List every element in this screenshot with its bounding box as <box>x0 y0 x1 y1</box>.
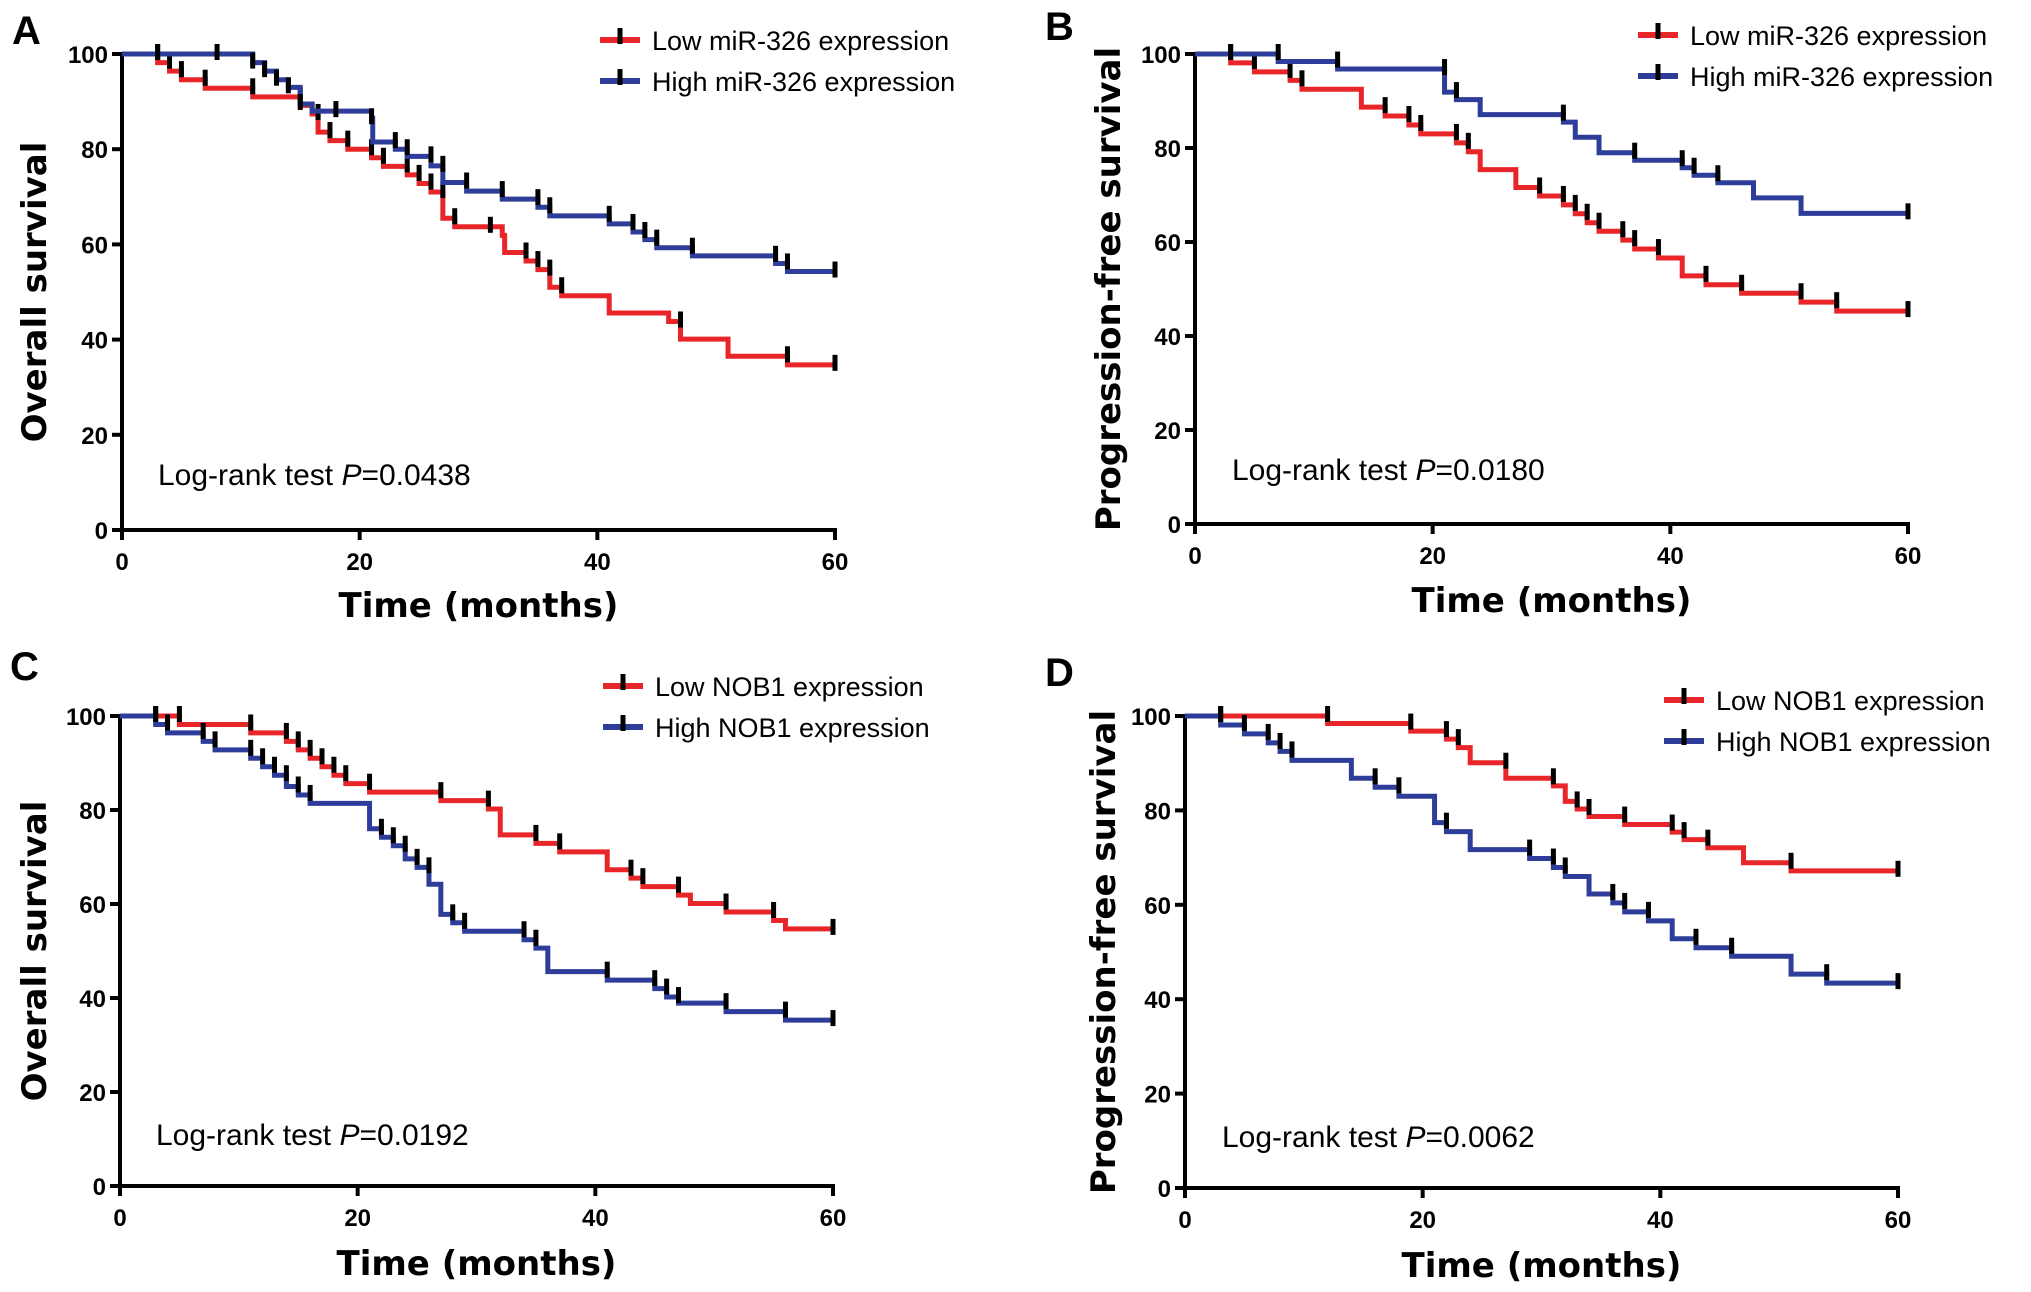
x-tick-label: 0 <box>1178 1207 1191 1234</box>
panel-letter: A <box>12 9 41 53</box>
y-tick-label: 60 <box>79 892 106 919</box>
legend-label: High NOB1 expression <box>655 713 930 743</box>
panel-d: D 0 20 40 60 80 100 0 20 40 60 Time (months) Progres… <box>1045 651 1991 1286</box>
x-tick-label: 20 <box>344 1205 371 1232</box>
annotation-p-symbol: P <box>339 1119 359 1152</box>
log-rank-annotation: Log-rank test P=0.0438 <box>158 459 471 492</box>
x-tick-label: 60 <box>1885 1207 1912 1234</box>
annotation-p-value: =0.0180 <box>1435 454 1544 487</box>
x-axis-title: Time (months) <box>1402 1246 1682 1286</box>
y-axis-title: Overall survival <box>15 801 55 1102</box>
annotation-p-value: =0.0062 <box>1425 1121 1534 1154</box>
y-tick-label: 0 <box>93 1174 106 1201</box>
log-rank-annotation: Log-rank test P=0.0062 <box>1222 1121 1535 1154</box>
log-rank-annotation: Log-rank test P=0.0180 <box>1232 454 1545 487</box>
y-tick-label: 20 <box>81 423 108 450</box>
x-tick-label: 20 <box>1409 1207 1436 1234</box>
annotation-prefix: Log-rank test <box>1222 1121 1405 1154</box>
x-tick-label: 40 <box>1657 543 1684 570</box>
y-tick-label: 60 <box>1144 893 1171 920</box>
panel-a: A 0 20 40 60 80 100 0 20 40 60 Time (months) Overall… <box>12 9 955 626</box>
survival-curve-low <box>122 51 835 368</box>
panel-letter: C <box>10 645 39 689</box>
x-tick-label: 0 <box>115 549 128 576</box>
annotation-prefix: Log-rank test <box>156 1119 339 1152</box>
survival-curve-high <box>120 713 833 1023</box>
x-axis-title: Time (months) <box>1412 581 1692 621</box>
x-axis-title: Time (months) <box>339 586 619 626</box>
legend-label: Low miR-326 expression <box>652 26 949 56</box>
x-tick-label: 40 <box>582 1205 609 1232</box>
y-tick-label: 0 <box>1168 512 1181 539</box>
y-tick-label: 40 <box>1144 987 1171 1014</box>
y-tick-label: 0 <box>1158 1176 1171 1203</box>
panel-c: C 0 20 40 60 80 100 0 20 40 60 Time (months) Overall… <box>10 645 930 1284</box>
annotation-p-symbol: P <box>341 459 361 492</box>
x-axis-title: Time (months) <box>337 1244 617 1284</box>
x-tick-label: 20 <box>1419 543 1446 570</box>
legend-label: High miR-326 expression <box>652 67 955 97</box>
y-axis-title: Overall survival <box>15 142 55 443</box>
y-tick-label: 20 <box>79 1080 106 1107</box>
y-tick-label: 20 <box>1154 418 1181 445</box>
legend-label: Low NOB1 expression <box>655 672 924 702</box>
y-tick-label: 40 <box>79 986 106 1013</box>
x-tick-label: 40 <box>584 549 611 576</box>
x-tick-label: 40 <box>1647 1207 1674 1234</box>
y-tick-label: 20 <box>1144 1082 1171 1109</box>
legend-label: High NOB1 expression <box>1716 727 1991 757</box>
survival-curve-high <box>1195 51 1908 216</box>
panel-b: B 0 20 40 60 80 100 0 20 40 60 Time (months) Progres… <box>1045 5 1993 621</box>
y-tick-label: 80 <box>81 137 108 164</box>
x-tick-label: 0 <box>113 1205 126 1232</box>
legend-label: Low miR-326 expression <box>1690 21 1987 51</box>
y-tick-label: 0 <box>95 518 108 545</box>
y-tick-label: 60 <box>81 232 108 259</box>
annotation-p-symbol: P <box>1405 1121 1425 1154</box>
y-tick-label: 80 <box>1144 798 1171 825</box>
annotation-p-value: =0.0192 <box>359 1119 468 1152</box>
y-tick-label: 60 <box>1154 230 1181 257</box>
y-axis-title: Progression-free survival <box>1089 47 1129 531</box>
y-tick-label: 100 <box>1131 704 1171 731</box>
y-tick-label: 100 <box>1141 42 1181 69</box>
x-tick-label: 60 <box>820 1205 847 1232</box>
y-axis-title: Progression-free survival <box>1084 710 1124 1194</box>
legend-label: Low NOB1 expression <box>1716 686 1985 716</box>
y-tick-label: 80 <box>1154 136 1181 163</box>
log-rank-annotation: Log-rank test P=0.0192 <box>156 1119 469 1152</box>
x-tick-label: 60 <box>822 549 849 576</box>
x-tick-label: 0 <box>1188 543 1201 570</box>
annotation-prefix: Log-rank test <box>1232 454 1415 487</box>
legend-label: High miR-326 expression <box>1690 62 1993 92</box>
y-tick-label: 80 <box>79 798 106 825</box>
y-tick-label: 100 <box>66 704 106 731</box>
x-tick-label: 20 <box>346 549 373 576</box>
annotation-prefix: Log-rank test <box>158 459 341 492</box>
y-tick-label: 40 <box>81 328 108 355</box>
annotation-p-symbol: P <box>1415 454 1435 487</box>
survival-curve-low <box>1195 51 1908 314</box>
y-tick-label: 100 <box>68 42 108 69</box>
panel-letter: B <box>1045 5 1074 49</box>
y-tick-label: 40 <box>1154 324 1181 351</box>
annotation-p-value: =0.0438 <box>361 459 470 492</box>
panel-letter: D <box>1045 651 1074 695</box>
x-tick-label: 60 <box>1895 543 1922 570</box>
